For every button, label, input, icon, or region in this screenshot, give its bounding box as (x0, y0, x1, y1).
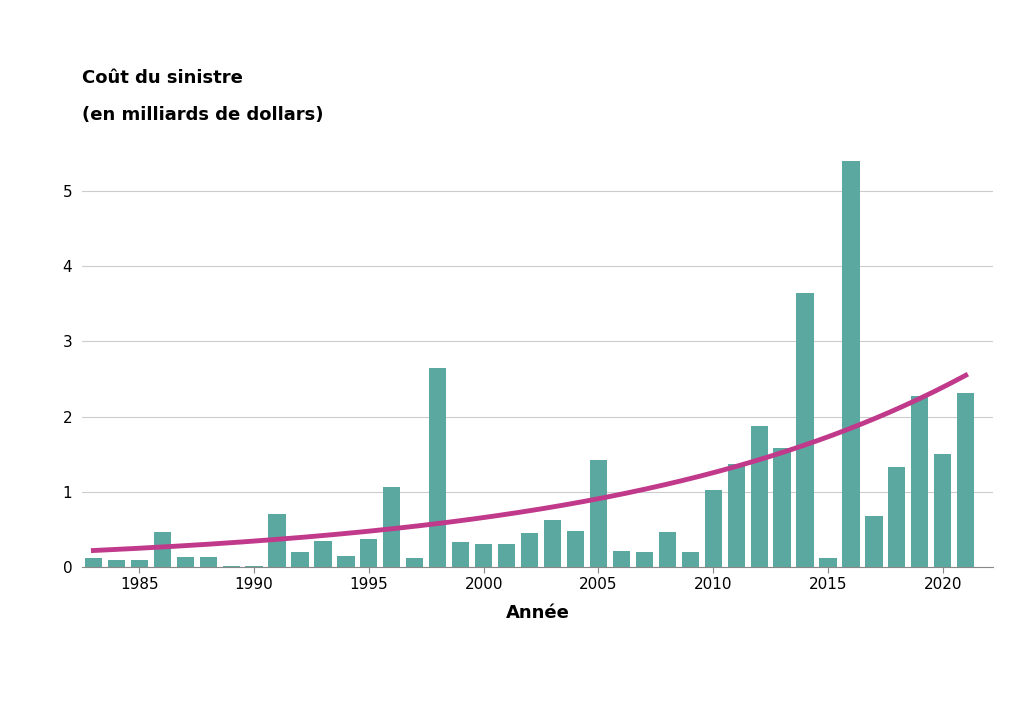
Bar (957, 393, 975, 567)
Bar (544, 521, 561, 567)
Text: (en milliards de dollars): (en milliards de dollars) (82, 105, 324, 124)
Bar (934, 454, 951, 567)
Bar (819, 558, 837, 567)
Bar (567, 531, 584, 567)
Bar (728, 464, 744, 567)
Bar (292, 552, 308, 567)
Bar (176, 557, 194, 567)
Bar (360, 539, 378, 567)
Bar (682, 552, 698, 567)
Bar (636, 552, 653, 567)
Bar (452, 542, 469, 567)
Bar (751, 426, 768, 567)
Bar (429, 368, 446, 567)
Bar (246, 566, 263, 567)
Bar (383, 486, 400, 567)
Bar (705, 489, 722, 567)
Bar (773, 449, 791, 567)
Bar (337, 555, 354, 567)
Bar (108, 560, 125, 567)
Bar (843, 161, 859, 567)
Bar (865, 516, 883, 567)
Bar (888, 467, 905, 567)
Bar (222, 566, 240, 567)
Bar (314, 541, 332, 567)
Bar (131, 560, 147, 567)
Bar (85, 558, 102, 567)
Bar (200, 557, 217, 567)
Bar (911, 396, 929, 567)
Bar (407, 558, 423, 567)
Bar (590, 459, 607, 567)
Bar (475, 545, 493, 567)
Bar (797, 292, 814, 567)
Bar (658, 531, 676, 567)
Bar (612, 551, 630, 567)
Bar (154, 531, 171, 567)
Bar (498, 545, 515, 567)
X-axis label: Année: Année (506, 603, 569, 622)
Bar (268, 515, 286, 567)
Bar (521, 533, 539, 567)
Text: Coût du sinistre: Coût du sinistre (82, 69, 243, 87)
